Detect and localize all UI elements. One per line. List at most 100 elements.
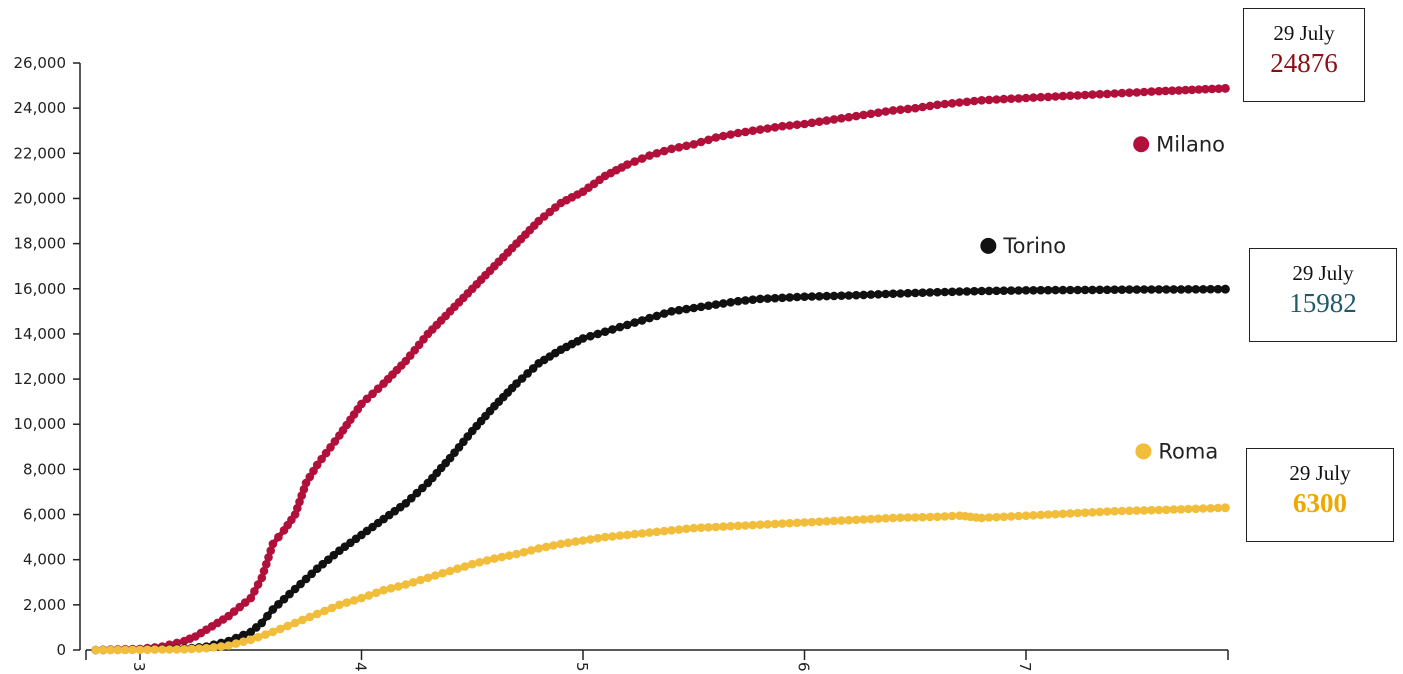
data-point	[1176, 285, 1186, 294]
data-point	[888, 513, 898, 523]
data-point	[807, 292, 817, 301]
data-point	[1036, 285, 1046, 295]
data-point	[652, 311, 662, 321]
data-point	[298, 615, 307, 625]
data-point	[763, 294, 772, 303]
data-point	[667, 307, 676, 316]
series-dots-milano	[91, 84, 1223, 655]
data-point	[250, 587, 259, 596]
data-point	[903, 288, 913, 298]
data-point	[866, 290, 876, 299]
data-point	[268, 627, 278, 637]
y-tick-label: 6,000	[23, 506, 66, 524]
data-point	[829, 516, 839, 526]
data-point	[918, 512, 927, 522]
data-point	[1184, 504, 1193, 514]
legend-label-roma: Roma	[1158, 439, 1218, 463]
callout-roma: 29 July 6300	[1246, 448, 1394, 542]
data-point	[1110, 506, 1119, 516]
data-point	[608, 532, 617, 541]
data-point	[800, 518, 809, 527]
data-point	[704, 301, 713, 311]
data-point	[748, 126, 758, 135]
data-point	[815, 517, 824, 526]
data-point	[364, 591, 374, 600]
y-tick-label: 20,000	[14, 189, 67, 207]
data-point	[1162, 285, 1171, 294]
data-point	[992, 286, 1001, 296]
data-point	[733, 128, 743, 138]
data-point	[194, 644, 204, 653]
x-tick-label: 6	[795, 662, 813, 672]
data-point	[578, 334, 588, 343]
series-dots-torino	[91, 284, 1223, 655]
data-point	[1088, 285, 1097, 295]
data-point	[911, 288, 920, 298]
y-tick-label: 8,000	[23, 460, 66, 478]
data-point	[1014, 511, 1023, 521]
data-point	[1147, 87, 1156, 96]
x-tick-label: 5	[573, 662, 591, 672]
legend-marker-milano	[1133, 136, 1150, 153]
data-point	[549, 541, 558, 550]
callout-torino: 29 July 15982	[1249, 248, 1397, 342]
data-point	[1184, 285, 1193, 294]
data-point	[259, 566, 269, 576]
data-point	[1021, 511, 1031, 520]
data-point	[1051, 509, 1060, 519]
data-point	[933, 512, 942, 522]
data-point	[1095, 285, 1105, 295]
series-line-torino	[93, 286, 1228, 653]
data-point	[1125, 88, 1134, 97]
data-point	[1014, 94, 1023, 103]
data-point-last-roma	[1220, 503, 1230, 513]
data-point	[755, 125, 765, 134]
data-point	[1174, 86, 1184, 95]
data-point	[394, 582, 403, 591]
data-point	[274, 532, 283, 542]
data-point	[1080, 90, 1090, 100]
data-point	[1206, 504, 1215, 513]
data-point	[1132, 506, 1142, 515]
data-point	[1187, 85, 1197, 95]
data-point	[859, 290, 868, 300]
data-point	[933, 287, 942, 297]
data-point	[482, 556, 492, 565]
legend-marker-torino	[980, 237, 997, 254]
series-dots-roma	[91, 503, 1223, 655]
data-point	[578, 536, 588, 545]
data-point	[637, 316, 647, 325]
data-point	[837, 516, 846, 525]
data-point	[903, 104, 913, 114]
data-point	[933, 100, 942, 110]
data-point	[896, 513, 905, 522]
data-point	[925, 288, 935, 297]
data-point	[970, 286, 979, 296]
data-point	[423, 573, 433, 583]
data-point	[231, 639, 241, 648]
data-point	[711, 133, 721, 142]
y-tick-label: 22,000	[14, 144, 67, 162]
data-point	[918, 102, 927, 112]
y-tick-label: 4,000	[23, 551, 66, 569]
data-point	[696, 137, 706, 147]
data-point	[1058, 509, 1068, 519]
data-point	[955, 287, 964, 296]
data-point	[120, 645, 130, 655]
data-point	[335, 600, 344, 610]
data-point	[807, 517, 817, 527]
data-point	[106, 645, 115, 655]
data-point	[172, 645, 182, 654]
data-point	[143, 645, 152, 654]
data-point	[940, 512, 950, 521]
data-point	[778, 519, 787, 528]
data-point	[947, 511, 957, 521]
data-point	[1191, 504, 1201, 514]
data-point	[962, 97, 972, 107]
data-point	[1006, 512, 1016, 521]
data-point	[659, 146, 669, 156]
data-point	[748, 295, 758, 305]
data-point	[726, 298, 735, 307]
data-point	[512, 379, 521, 388]
data-point	[1095, 89, 1105, 99]
